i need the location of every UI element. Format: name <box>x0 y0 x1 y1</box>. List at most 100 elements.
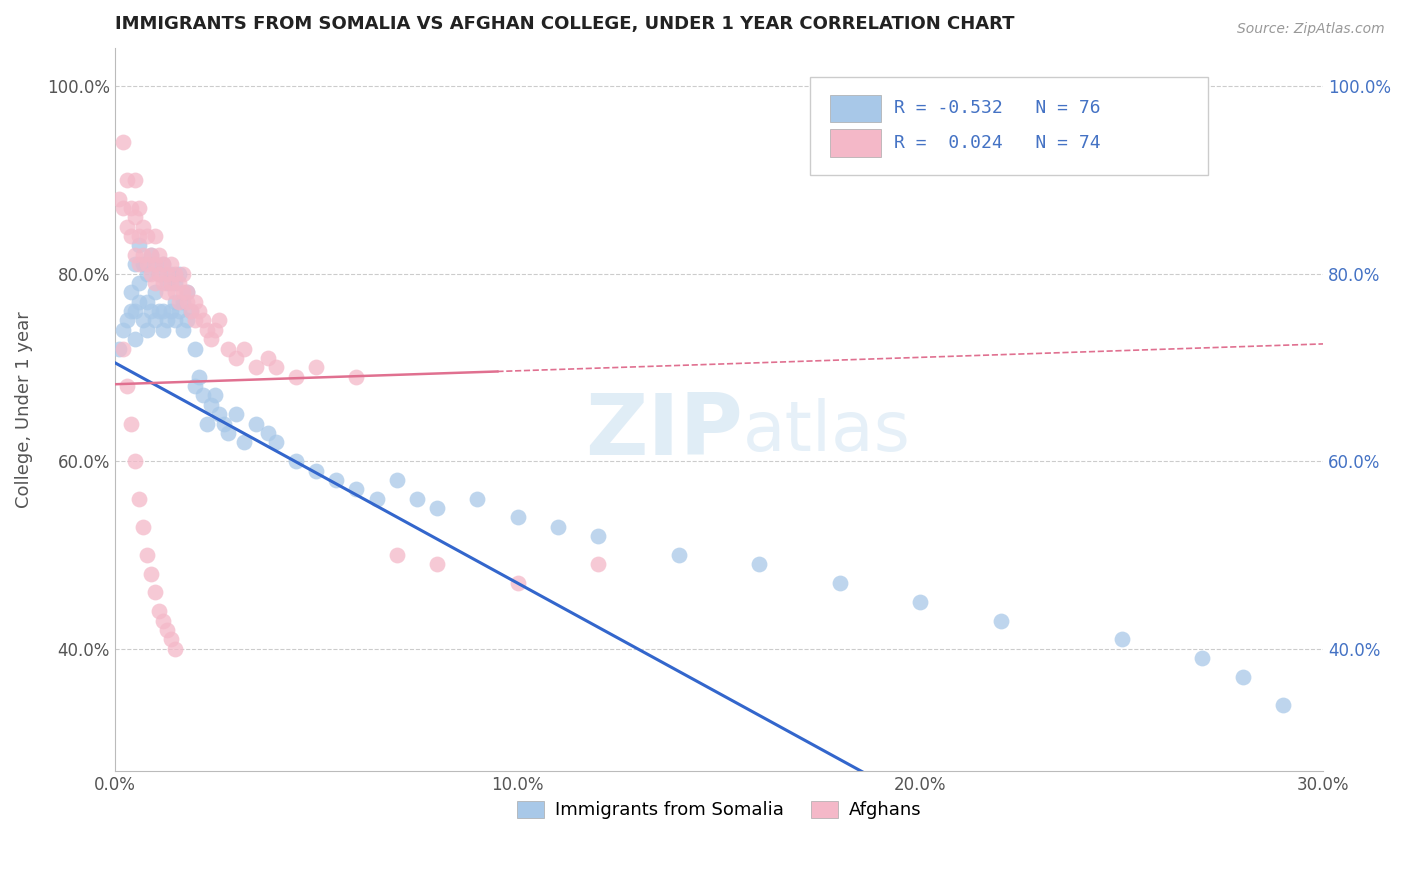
Point <box>180 304 202 318</box>
Point <box>139 248 162 262</box>
Point <box>136 257 159 271</box>
Point <box>115 219 138 234</box>
Point <box>128 238 150 252</box>
Point <box>366 491 388 506</box>
Point <box>346 369 368 384</box>
Point <box>136 323 159 337</box>
Point <box>1191 651 1213 665</box>
Point <box>256 351 278 365</box>
Point <box>385 473 408 487</box>
Text: ZIP: ZIP <box>585 390 744 473</box>
Point <box>165 313 187 327</box>
Point <box>128 294 150 309</box>
Point <box>264 435 287 450</box>
Point <box>828 576 851 591</box>
Point <box>107 192 129 206</box>
Point <box>465 491 488 506</box>
Point <box>124 332 146 346</box>
Point <box>111 201 134 215</box>
Point <box>204 388 226 402</box>
Point <box>176 285 198 300</box>
Point <box>115 313 138 327</box>
Point <box>148 267 170 281</box>
Point <box>426 558 449 572</box>
Point <box>156 267 179 281</box>
Point <box>506 576 529 591</box>
Point <box>180 304 202 318</box>
Point <box>160 632 183 647</box>
Point <box>165 276 187 290</box>
Point <box>111 135 134 149</box>
Point <box>120 229 142 244</box>
Point <box>139 248 162 262</box>
Point <box>197 417 219 431</box>
Point <box>107 342 129 356</box>
Point <box>132 248 155 262</box>
Point <box>128 491 150 506</box>
Point <box>208 313 231 327</box>
Legend: Immigrants from Somalia, Afghans: Immigrants from Somalia, Afghans <box>509 793 928 827</box>
Text: R =  0.024   N = 74: R = 0.024 N = 74 <box>894 134 1101 152</box>
Point <box>124 257 146 271</box>
Point <box>124 304 146 318</box>
Point <box>136 267 159 281</box>
Point <box>200 398 222 412</box>
Point <box>152 257 174 271</box>
Point <box>426 501 449 516</box>
Point <box>188 369 211 384</box>
Point <box>668 548 690 562</box>
Point <box>305 360 328 375</box>
Point <box>506 510 529 524</box>
Point <box>128 229 150 244</box>
Point <box>176 285 198 300</box>
Text: IMMIGRANTS FROM SOMALIA VS AFGHAN COLLEGE, UNDER 1 YEAR CORRELATION CHART: IMMIGRANTS FROM SOMALIA VS AFGHAN COLLEG… <box>115 15 1014 33</box>
Point <box>172 323 194 337</box>
Point <box>139 304 162 318</box>
Point <box>245 417 267 431</box>
Point <box>232 342 254 356</box>
Point <box>586 529 609 543</box>
Point <box>160 267 183 281</box>
Point <box>346 483 368 497</box>
Point <box>156 285 179 300</box>
Point <box>748 558 770 572</box>
Point <box>143 229 166 244</box>
Point <box>188 304 211 318</box>
Point <box>136 229 159 244</box>
Point <box>1271 698 1294 712</box>
Point <box>128 201 150 215</box>
Point <box>132 219 155 234</box>
Point <box>405 491 427 506</box>
Point <box>124 454 146 468</box>
Point <box>385 548 408 562</box>
Point <box>167 267 190 281</box>
Point <box>547 520 569 534</box>
Point <box>1232 670 1254 684</box>
Point <box>305 464 328 478</box>
Point <box>204 323 226 337</box>
Point <box>325 473 347 487</box>
Point <box>120 417 142 431</box>
Point <box>1111 632 1133 647</box>
Point <box>111 323 134 337</box>
Point <box>152 614 174 628</box>
Point <box>586 558 609 572</box>
Point <box>152 323 174 337</box>
Point <box>124 211 146 225</box>
Point <box>200 332 222 346</box>
FancyBboxPatch shape <box>810 78 1208 175</box>
Point <box>165 285 187 300</box>
Point <box>120 285 142 300</box>
Point <box>152 304 174 318</box>
Point <box>285 369 308 384</box>
Point <box>167 304 190 318</box>
Point <box>217 342 239 356</box>
Point <box>156 313 179 327</box>
Point <box>124 173 146 187</box>
Point <box>148 304 170 318</box>
Point <box>212 417 235 431</box>
Point <box>132 257 155 271</box>
Point <box>184 313 207 327</box>
Point <box>165 294 187 309</box>
Point <box>143 257 166 271</box>
